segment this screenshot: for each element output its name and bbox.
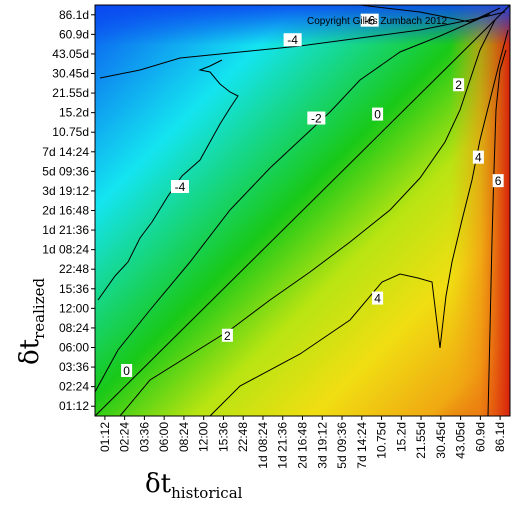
x-axis-ticks: 01:12 02:24 03:36 06:00 08:24 12:00 15:36 22:48…: [98, 416, 507, 469]
y-axis-label-symbol: δt: [15, 338, 45, 365]
y-axis-label-subscript: realized: [30, 278, 48, 339]
contour-label-background: [221, 328, 233, 342]
x-tick-label: 08:24: [177, 422, 191, 452]
y-tick-label: 02:24: [59, 380, 89, 394]
svg-text:δtrealized: δtrealized: [15, 278, 48, 365]
contour-label-text: -4: [287, 33, 298, 47]
x-tick-label: 1d 08:24: [256, 422, 270, 469]
contour-label-background: [121, 363, 133, 377]
contour-label: -4: [283, 33, 302, 47]
x-tick-label: 86.1d: [493, 422, 507, 452]
y-axis-ticks: 01:12 02:24 03:36 06:00 08:24 12:00 15:36 22:48…: [42, 8, 95, 413]
y-tick-label: 3d 19:12: [42, 184, 89, 198]
svg-text:δthistorical: δthistorical: [145, 469, 243, 502]
y-tick-label: 60.9d: [59, 27, 89, 41]
x-tick-label: 15:36: [216, 422, 230, 452]
x-tick-label: 30.45d: [434, 422, 448, 459]
contour-label-text: 4: [374, 292, 381, 306]
x-tick-label: 03:36: [137, 422, 151, 452]
y-tick-label: 01:12: [59, 399, 89, 413]
y-tick-label: 1d 21:36: [42, 223, 89, 237]
x-tick-label: 1d 21:36: [276, 422, 290, 469]
contour-label: 4: [472, 150, 484, 165]
contour-label-text: 2: [224, 329, 231, 343]
y-tick-label: 06:00: [59, 341, 89, 355]
contour-label-text: 2: [455, 78, 462, 92]
y-tick-label: 21.55d: [52, 86, 89, 100]
contour-line-4: [209, 29, 509, 417]
y-tick-label: 15.2d: [59, 106, 89, 120]
x-tick-label: 43.05d: [454, 422, 468, 459]
x-tick-label: 5d 09:36: [335, 422, 349, 469]
x-tick-label: 15.2d: [394, 422, 408, 452]
contour-label-background: [492, 174, 504, 188]
contour-label-background: [372, 291, 384, 305]
y-tick-label: 15:36: [59, 282, 89, 296]
contour-label-background: [472, 150, 484, 164]
contour-label-background: [372, 107, 384, 121]
contour-label-text: 0: [374, 108, 381, 122]
y-axis-label: δtrealized: [15, 278, 48, 365]
contour-label: 4: [372, 291, 384, 306]
x-tick-label: 60.9d: [473, 422, 487, 452]
y-tick-label: 22:48: [59, 262, 89, 276]
x-tick-label: 22:48: [236, 422, 250, 452]
contour-label-text: 6: [495, 174, 502, 188]
contour-label-background: [360, 13, 379, 27]
zero-contour-line: [94, 4, 511, 417]
contour-label-background: [170, 180, 189, 194]
contour-label-background: [307, 111, 326, 125]
x-tick-label: 06:00: [157, 422, 171, 452]
x-axis-label-subscript: historical: [171, 484, 243, 502]
contour-label: 6: [492, 174, 504, 188]
x-tick-label: 01:12: [98, 422, 112, 452]
contour-label: 2: [221, 328, 233, 343]
y-tick-label: 30.45d: [52, 67, 89, 81]
contour-label: 0: [372, 107, 384, 122]
contour-line-minus6: [359, 4, 501, 23]
contour-label-text: 4: [475, 151, 482, 165]
y-tick-label: 43.05d: [52, 47, 89, 61]
contour-line-minus4: [97, 59, 239, 301]
contour-label-text: 0: [123, 364, 130, 378]
y-tick-label: 1d 08:24: [42, 243, 89, 257]
y-tick-label: 86.1d: [59, 8, 89, 22]
contour-label: -4: [170, 180, 189, 194]
contour-label: -6: [360, 13, 379, 28]
contour-label-background: [453, 78, 465, 92]
contour-label: 2: [453, 78, 465, 92]
contour-line-minus2: [94, 13, 491, 393]
y-tick-label: 5d 09:36: [42, 164, 89, 178]
x-tick-label: 7d 14:24: [355, 422, 369, 469]
y-tick-label: 7d 14:24: [42, 145, 89, 159]
contour-label: -2: [307, 111, 326, 126]
x-tick-label: 02:24: [118, 422, 132, 452]
contour-label: 0: [121, 363, 133, 378]
x-axis-label: δthistorical: [145, 469, 243, 502]
x-tick-label: 12:00: [197, 422, 211, 452]
x-tick-label: 10.75d: [375, 422, 389, 459]
copyright-text: Copyright Gilles Zumbach 2012: [307, 16, 448, 27]
contour-line-2: [119, 19, 496, 417]
contour-line-6: [487, 49, 507, 417]
contour-label-text: -6: [364, 14, 375, 28]
x-tick-label: 21.55d: [414, 422, 428, 459]
contour-label-background: [283, 33, 302, 47]
y-tick-label: 2d 16:48: [42, 204, 89, 218]
contour-label-text: -4: [175, 180, 186, 194]
contour-label-text: -2: [311, 112, 322, 126]
x-axis-label-symbol: δt: [145, 469, 172, 499]
y-tick-label: 12:00: [59, 301, 89, 315]
x-tick-label: 2d 16:48: [296, 422, 310, 469]
y-tick-label: 08:24: [59, 321, 89, 335]
y-tick-label: 10.75d: [52, 125, 89, 139]
x-tick-label: 3d 19:12: [315, 422, 329, 469]
y-tick-label: 03:36: [59, 360, 89, 374]
